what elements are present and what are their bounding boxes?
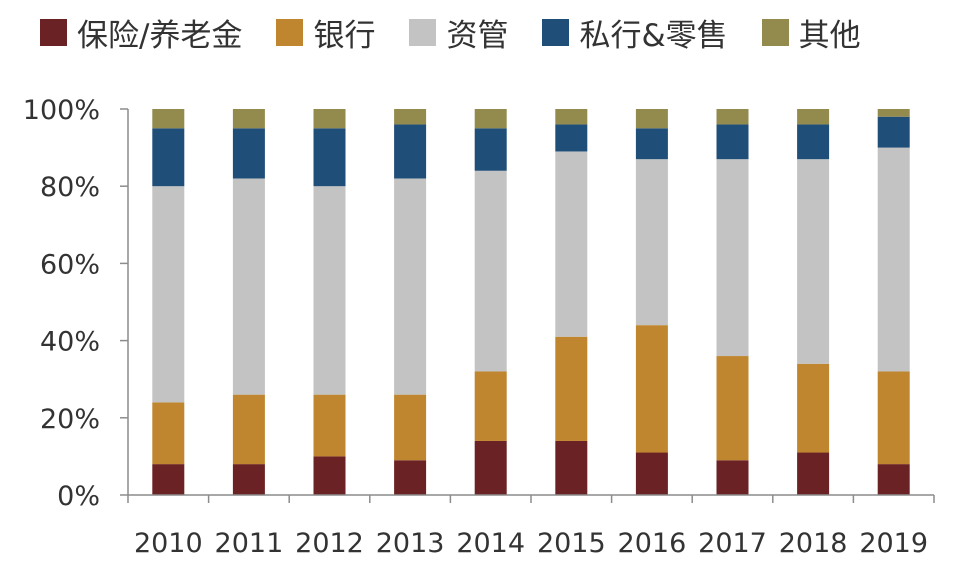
x-tick-label: 2015 (537, 528, 606, 559)
legend-swatch (276, 18, 304, 46)
x-tick-label: 2013 (376, 528, 445, 559)
y-tick-label: 80% (40, 172, 100, 203)
bar-segment (474, 371, 507, 441)
bar-segment (232, 109, 265, 129)
legend: 保险/养老金 银行 资管 私行&零售 其他 (40, 8, 895, 56)
y-tick-label: 20% (40, 404, 100, 435)
bar-segment (232, 394, 265, 465)
bar-segment (635, 109, 668, 129)
bar-segment (394, 178, 427, 395)
bar-segment (635, 325, 668, 453)
bar-segment (232, 128, 265, 179)
legend-label: 银行 (313, 17, 376, 54)
bar-segment (152, 128, 185, 187)
bar-segment (232, 464, 265, 495)
x-tick-label: 2018 (779, 528, 848, 559)
bar-segment (635, 452, 668, 495)
legend-item: 资管 (409, 10, 508, 55)
legend-swatch (542, 18, 570, 46)
legend-label: 保险/养老金 (77, 17, 243, 54)
bar-segment (635, 159, 668, 326)
bar-segment (635, 128, 668, 160)
bar-segment (797, 452, 830, 495)
x-tick-label: 2014 (456, 528, 525, 559)
x-tick-label: 2019 (859, 528, 928, 559)
bar-segment (877, 464, 910, 495)
bar-segment (555, 124, 588, 152)
legend-swatch (40, 18, 67, 46)
x-tick-label: 2012 (295, 528, 364, 559)
bar-segment (152, 402, 185, 465)
bar-segment (877, 116, 910, 148)
bar-segment (797, 363, 830, 453)
bar-segment (394, 460, 427, 495)
bar-segment (152, 186, 185, 403)
bar-segment (313, 128, 346, 187)
bar-segment (474, 440, 507, 495)
x-axis: 2010 2011 2012 2013 2014 2015 2016 2017 2018 2019 (127, 494, 935, 559)
bar-segment (797, 159, 830, 364)
legend-label: 其他 (798, 17, 861, 54)
legend-item: 私行&零售 (542, 10, 728, 55)
bar-segment (555, 336, 588, 441)
bar-segment (232, 178, 265, 395)
bar-segment (313, 186, 346, 395)
bar-segment (877, 371, 910, 465)
y-tick-label: 100% (23, 95, 100, 126)
legend-item: 银行 (276, 10, 375, 55)
bar-segment (877, 147, 910, 372)
legend-label: 私行&零售 (579, 17, 728, 54)
bar-segment (716, 159, 749, 357)
bar-segment (555, 440, 588, 495)
bar-segment (797, 109, 830, 125)
bar-segment (394, 109, 427, 125)
legend-swatch (409, 18, 437, 46)
legend-item: 保险/养老金 (40, 10, 242, 55)
bar-segment (313, 109, 346, 129)
legend-item: 其他 (761, 10, 861, 55)
bar-segment (555, 109, 588, 125)
x-tick-label: 2017 (698, 528, 767, 559)
y-tick-label: 60% (40, 249, 100, 280)
y-tick-label: 40% (40, 327, 100, 358)
bar-segment (474, 128, 507, 171)
bar-segment (716, 109, 749, 125)
bar-segment (394, 394, 427, 461)
bar-segment (716, 460, 749, 495)
bar-segment (152, 464, 185, 495)
legend-swatch (761, 18, 789, 46)
bar-segment (716, 356, 749, 461)
bar-segment (474, 170, 507, 372)
bar-segment (313, 394, 346, 457)
x-tick-label: 2011 (215, 528, 284, 559)
bar-segment (877, 109, 910, 117)
bar-segment (716, 124, 749, 160)
bar-segment (313, 456, 346, 495)
bar-segment (394, 124, 427, 179)
bar-segment (555, 151, 588, 337)
y-axis: 0% 20% 40% 60% 80% 100% (23, 95, 129, 512)
bars (152, 109, 910, 495)
y-tick-label: 0% (57, 481, 100, 512)
bar-segment (152, 109, 185, 129)
x-tick-label: 2010 (134, 528, 203, 559)
bar-segment (474, 109, 507, 129)
legend-label: 资管 (446, 17, 509, 54)
bar-segment (797, 124, 830, 160)
x-tick-label: 2016 (618, 528, 687, 559)
